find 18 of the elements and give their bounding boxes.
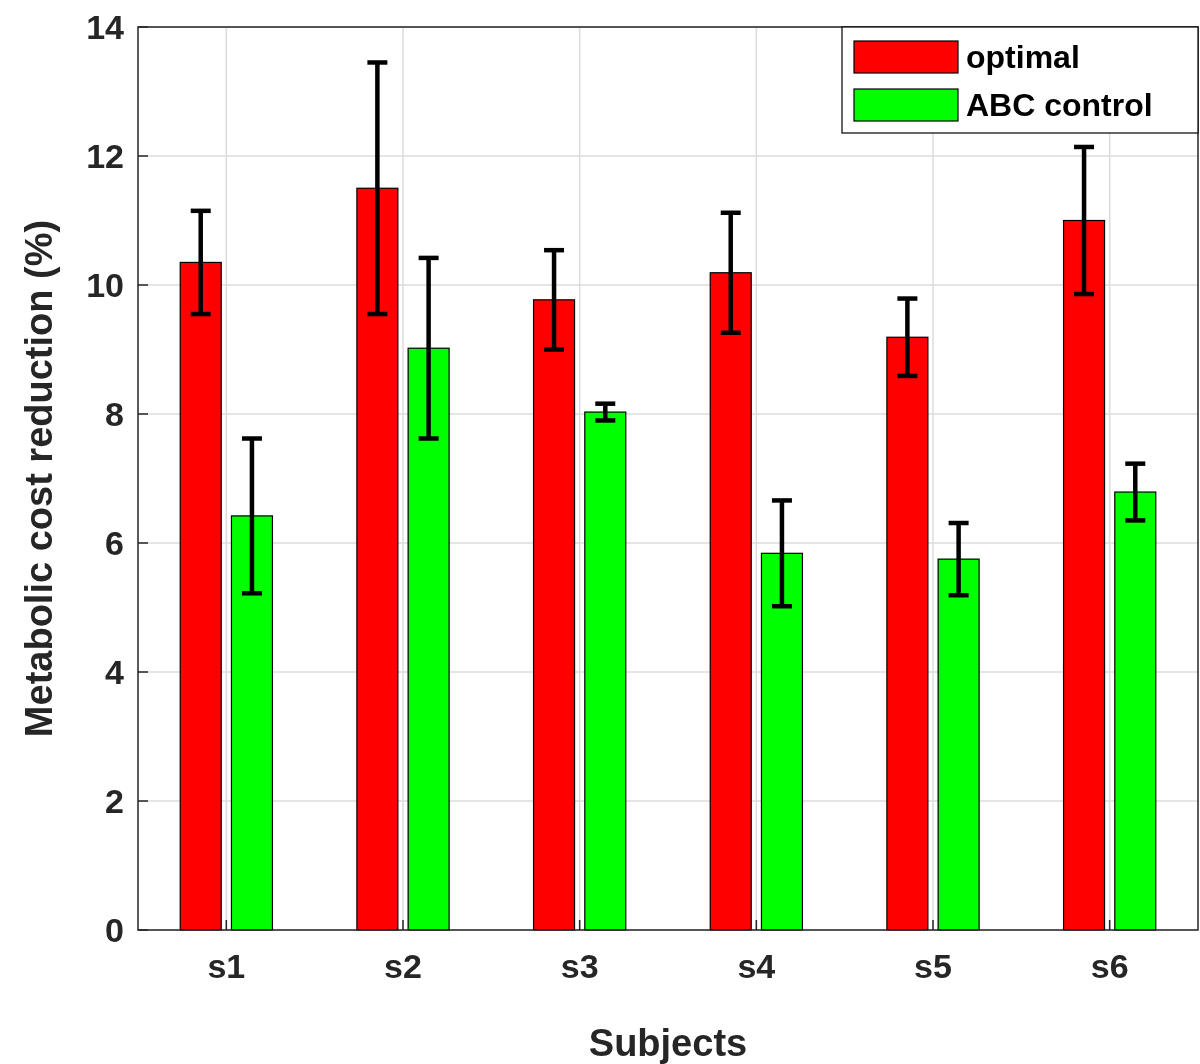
y-tick-label: 10	[86, 266, 124, 304]
x-tick-label: s2	[384, 947, 422, 985]
x-tick-label: s4	[737, 947, 776, 985]
x-tick-label: s1	[207, 947, 246, 985]
x-tick-label: s6	[1090, 947, 1129, 985]
y-tick-label: 4	[105, 653, 125, 691]
legend-label: ABC control	[966, 87, 1153, 123]
y-tick-label: 12	[86, 137, 124, 175]
x-tick-label: s3	[560, 947, 599, 985]
y-tick-label: 0	[105, 911, 124, 949]
y-tick-label: 6	[105, 524, 124, 562]
y-axis-title: Metabolic cost reduction (%)	[18, 219, 60, 738]
y-tick-label: 2	[105, 782, 124, 820]
x-axis-title: Subjects	[588, 1022, 748, 1064]
y-tick-label: 8	[105, 395, 124, 433]
legend-label: optimal	[966, 39, 1080, 75]
x-tick-label: s5	[914, 947, 952, 985]
y-tick-label: 14	[86, 8, 125, 46]
